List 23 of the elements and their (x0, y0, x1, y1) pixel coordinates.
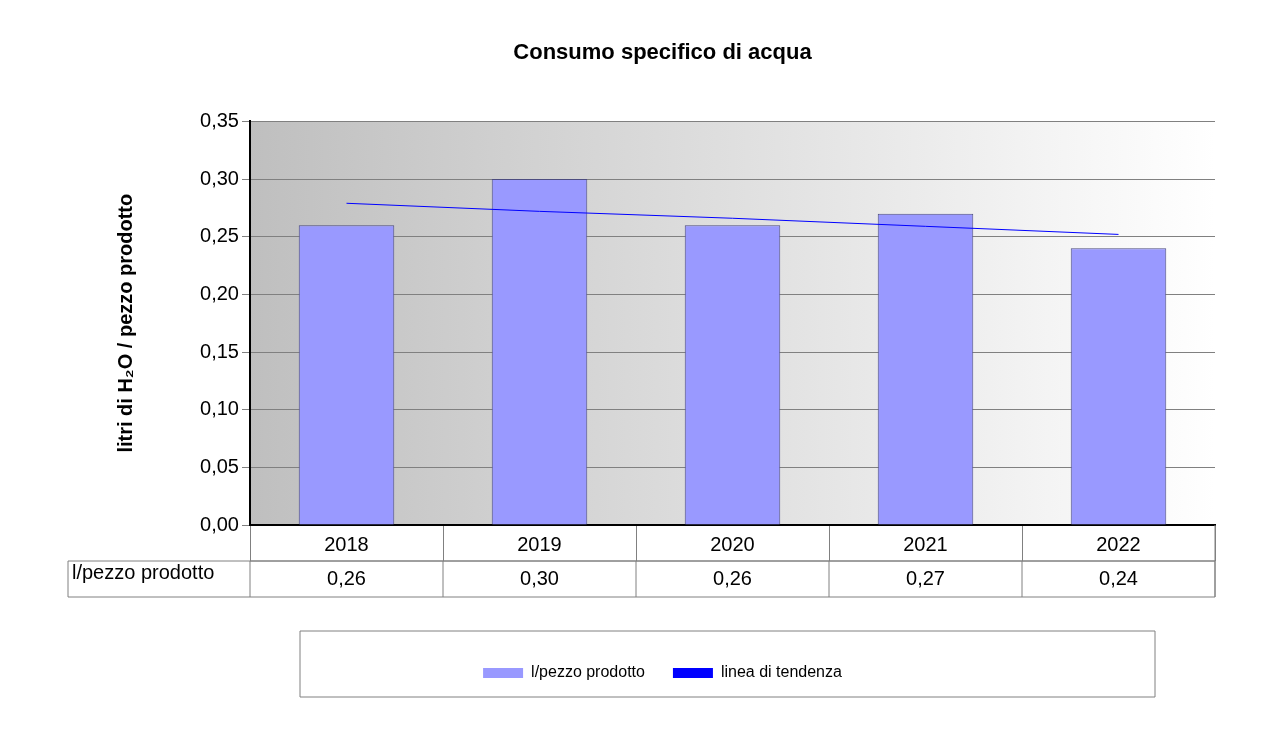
x-tick-label: 2022 (1096, 532, 1141, 555)
data-label: 0,26 (713, 566, 752, 589)
x-tick-label: 2019 (517, 532, 562, 555)
y-axis-title: litri di H₂O / pezzo prodotto (113, 193, 136, 453)
text: l/pezzo prodotto (72, 561, 215, 583)
y-tick-label: 0,30 (200, 166, 239, 189)
x-tick-label: 2021 (903, 532, 948, 555)
y-tick-label: 0,15 (200, 339, 239, 362)
data-label: 0,27 (906, 566, 945, 589)
data-label: 0,24 (1099, 566, 1138, 589)
data-label: 0,26 (327, 566, 366, 589)
legend-label: linea di tendenza (720, 663, 843, 681)
x-tick-label: 2018 (324, 532, 369, 555)
y-tick-label: 0,35 (200, 108, 239, 131)
legend-label: l/pezzo prodotto (531, 663, 646, 681)
y-tick-label: 0,00 (200, 512, 239, 535)
y-tick-label: 0,10 (200, 397, 239, 420)
chart-title: Consumo specifico di acqua (513, 39, 813, 65)
y-tick-label: 0,20 (200, 281, 239, 304)
x-tick-label: 2020 (710, 532, 755, 555)
y-tick-label: 0,25 (200, 224, 239, 247)
data-label: 0,30 (520, 566, 559, 589)
y-tick-label: 0,05 (200, 454, 239, 477)
